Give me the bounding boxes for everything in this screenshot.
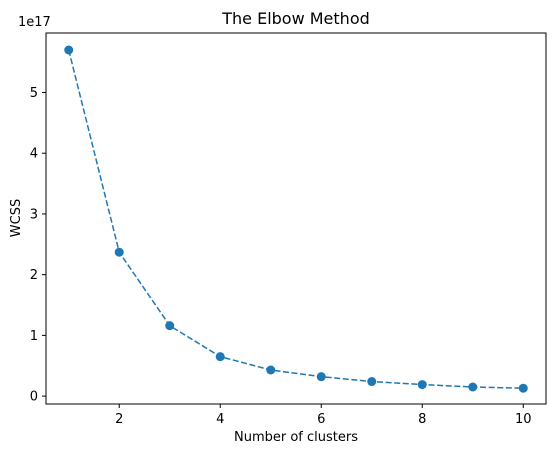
y-tick-label: 0 — [30, 390, 38, 405]
y-tick-label: 5 — [30, 86, 38, 101]
data-points — [64, 45, 528, 393]
chart-title: The Elbow Method — [221, 9, 370, 28]
data-point — [468, 382, 478, 392]
x-tick-label: 8 — [418, 412, 426, 427]
y-axis-label: WCSS — [9, 199, 24, 237]
data-point — [114, 247, 124, 257]
data-point — [417, 380, 427, 390]
x-axis-label: Number of clusters — [234, 430, 358, 445]
x-tick-label: 6 — [317, 412, 325, 427]
y-offset-label: 1e17 — [18, 15, 51, 30]
data-point — [165, 321, 175, 331]
x-tick-label: 2 — [115, 412, 123, 427]
data-point — [518, 383, 528, 393]
series-line-wcss — [68, 49, 524, 389]
y-tick-label: 3 — [30, 207, 38, 222]
y-tick-label: 2 — [30, 268, 38, 283]
x-tick-label: 10 — [515, 412, 532, 427]
y-tick-label: 1 — [30, 329, 38, 344]
data-point — [215, 352, 225, 362]
data-point — [64, 45, 74, 55]
data-point — [316, 372, 326, 382]
x-axis: 2 4 6 8 10 — [115, 404, 532, 427]
plot-area — [45, 32, 547, 405]
x-tick-label: 4 — [216, 412, 224, 427]
y-tick-label: 4 — [30, 147, 38, 162]
data-point — [367, 377, 377, 387]
y-axis: 0 1 2 3 4 5 — [30, 86, 46, 405]
data-point — [266, 365, 276, 375]
